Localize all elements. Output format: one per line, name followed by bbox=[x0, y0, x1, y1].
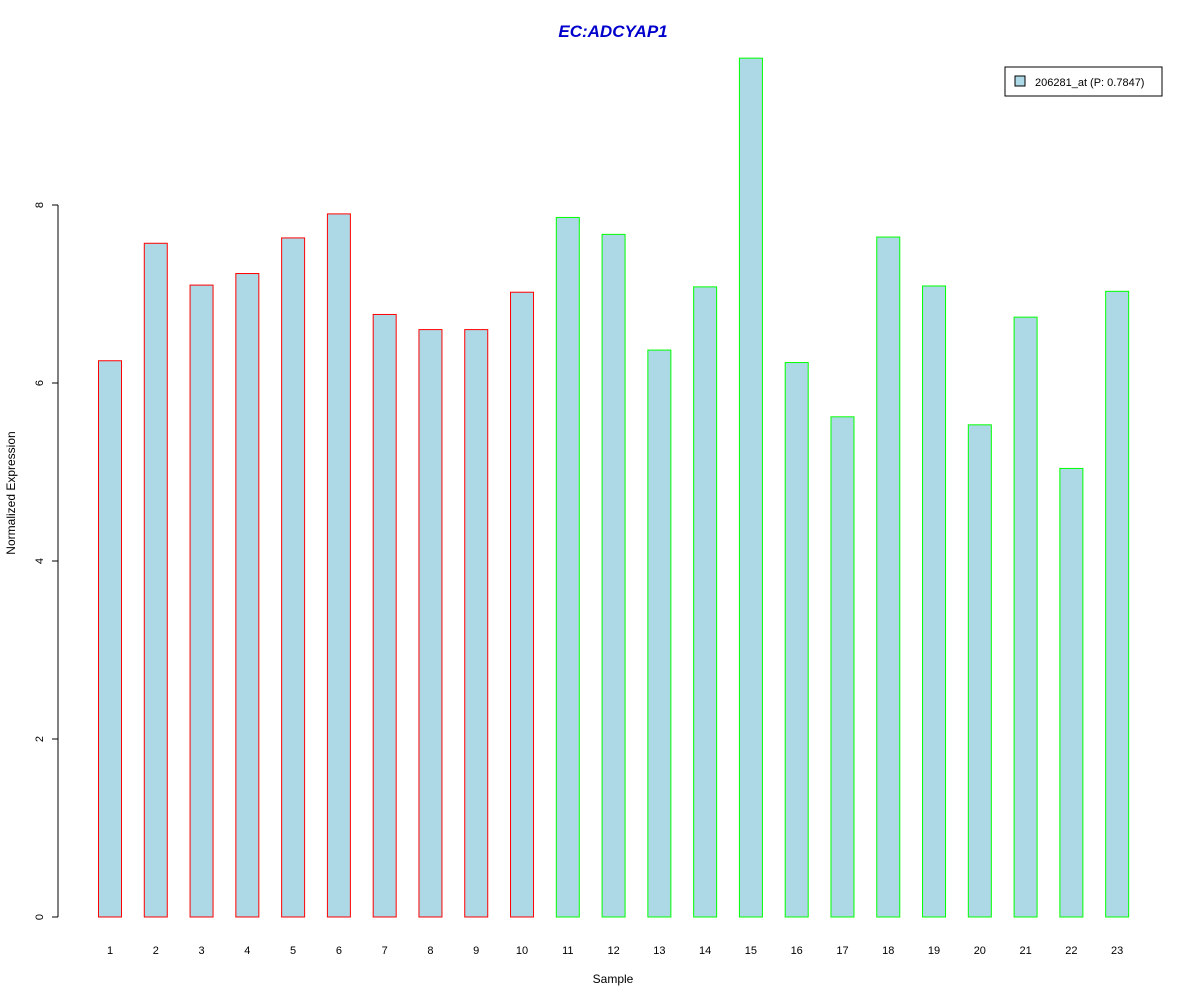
bar-sample-15 bbox=[738, 57, 763, 918]
y-axis: 0 2 4 6 8 bbox=[34, 202, 59, 920]
x-tick-label: 2 bbox=[153, 945, 159, 957]
bar-sample-8 bbox=[418, 329, 443, 918]
x-tick-label: 19 bbox=[928, 945, 940, 957]
bar-sample-11 bbox=[555, 216, 580, 918]
x-tick-label: 10 bbox=[516, 945, 528, 957]
x-tick-label: 18 bbox=[882, 945, 894, 957]
x-tick-label: 5 bbox=[290, 945, 296, 957]
bar-sample-22 bbox=[1059, 467, 1084, 918]
bar-sample-16 bbox=[784, 362, 809, 918]
x-tick-label: 14 bbox=[699, 945, 711, 957]
bar-sample-6 bbox=[326, 213, 351, 918]
legend: 206281_at (P: 0.7847) bbox=[1004, 66, 1163, 97]
x-tick-label: 16 bbox=[791, 945, 803, 957]
y-tick-label: 0 bbox=[34, 914, 46, 920]
x-tick-label: 3 bbox=[198, 945, 204, 957]
legend-box bbox=[1004, 66, 1163, 97]
bar-sample-7 bbox=[372, 313, 397, 918]
x-axis-label: Sample bbox=[593, 972, 634, 986]
bar-sample-4 bbox=[235, 273, 260, 918]
x-tick-label: 22 bbox=[1065, 945, 1077, 957]
bar-sample-13 bbox=[647, 349, 672, 918]
bar-sample-18 bbox=[876, 236, 901, 918]
bar-sample-10 bbox=[510, 291, 535, 918]
x-tick-label: 15 bbox=[745, 945, 757, 957]
x-tick-label: 6 bbox=[336, 945, 342, 957]
y-tick-label: 8 bbox=[34, 202, 46, 208]
x-tick-label: 1 bbox=[107, 945, 113, 957]
bar-sample-21 bbox=[1013, 316, 1038, 918]
bar-sample-9 bbox=[464, 329, 489, 918]
bar-sample-23 bbox=[1105, 290, 1130, 918]
legend-swatch bbox=[1014, 75, 1026, 87]
x-tick-label: 11 bbox=[562, 945, 573, 957]
bar-sample-3 bbox=[189, 284, 214, 918]
x-tick-label: 7 bbox=[382, 945, 388, 957]
bar-sample-19 bbox=[922, 285, 947, 918]
y-tick-label: 4 bbox=[34, 558, 46, 564]
bars bbox=[98, 57, 1130, 918]
legend-label: 206281_at (P: 0.7847) bbox=[1035, 77, 1144, 89]
bar-sample-14 bbox=[693, 286, 718, 918]
x-tick-label: 9 bbox=[473, 945, 479, 957]
y-tick-label: 6 bbox=[34, 380, 46, 386]
x-tick-label: 20 bbox=[974, 945, 986, 957]
x-tick-label: 21 bbox=[1019, 945, 1031, 957]
x-tick-label: 12 bbox=[607, 945, 619, 957]
x-tick-label: 4 bbox=[244, 945, 250, 957]
bar-sample-2 bbox=[143, 242, 168, 918]
x-tick-label: 8 bbox=[427, 945, 433, 957]
y-tick-label: 2 bbox=[34, 736, 46, 742]
bar-sample-12 bbox=[601, 233, 626, 918]
x-tick-label: 23 bbox=[1111, 945, 1123, 957]
x-tick-label: 13 bbox=[653, 945, 665, 957]
x-axis: 1 2 3 4 5 6 7 8 9 10 11 12 13 14 15 16 17 18 19 20 21 22 23 bbox=[107, 945, 1123, 957]
bar-sample-1 bbox=[98, 360, 122, 918]
x-tick-label: 17 bbox=[836, 945, 848, 957]
bar-sample-17 bbox=[830, 416, 855, 918]
bar-sample-20 bbox=[967, 424, 992, 918]
bar-sample-5 bbox=[281, 237, 306, 918]
y-axis-label: Normalized Expression bbox=[4, 431, 18, 554]
chart-title: EC:ADCYAP1 bbox=[558, 22, 667, 41]
